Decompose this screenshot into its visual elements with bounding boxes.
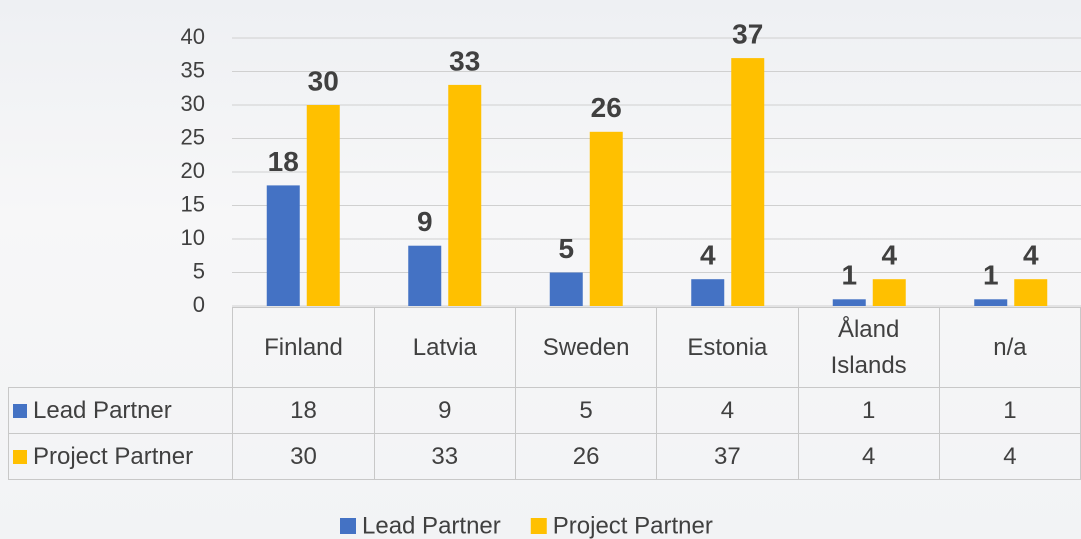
category-label: Åland Islands [798, 308, 939, 388]
y-tick-label: 15 [181, 191, 205, 216]
row-label-text: Project Partner [33, 443, 193, 470]
y-tick-label: 10 [181, 225, 205, 250]
category-label: Latvia [374, 308, 515, 388]
y-tick-label: 30 [181, 91, 205, 116]
table-value: 33 [374, 434, 515, 480]
category-label: Finland [233, 308, 374, 388]
bar [974, 299, 1007, 306]
data-label: 18 [268, 146, 299, 177]
category-label: n/a [939, 308, 1080, 388]
table-value: 1 [939, 388, 1080, 434]
y-tick-label: 5 [193, 258, 205, 283]
y-tick-label: 20 [181, 158, 205, 183]
legend-swatch [531, 518, 547, 534]
table-value: 4 [798, 434, 939, 480]
data-label: 5 [558, 233, 574, 264]
data-label: 1 [841, 260, 857, 291]
bar [307, 105, 340, 306]
chart-area: 051015202530354018954113033263744Lead Pa… [0, 0, 1081, 539]
y-tick-label: 25 [181, 124, 205, 149]
y-tick-label: 40 [181, 24, 205, 49]
row-label: Lead Partner [9, 388, 233, 434]
legend-swatch [340, 518, 356, 534]
data-label: 4 [700, 240, 716, 271]
legend-key [13, 450, 27, 464]
category-label: Estonia [657, 308, 798, 388]
bar [833, 299, 866, 306]
data-label: 37 [732, 18, 763, 49]
bar [691, 279, 724, 306]
bar [408, 246, 441, 306]
table-value: 30 [233, 434, 374, 480]
table-value: 4 [939, 434, 1080, 480]
y-tick-label: 35 [181, 57, 205, 82]
data-label: 9 [417, 206, 433, 237]
category-label: Sweden [515, 308, 656, 388]
data-label: 30 [308, 65, 339, 96]
bar [1014, 279, 1047, 306]
bar [267, 185, 300, 306]
bar [448, 85, 481, 306]
bar [550, 273, 583, 307]
table-corner [9, 308, 233, 388]
data-label: 33 [449, 45, 480, 76]
data-label: 4 [1023, 240, 1039, 271]
table-value: 9 [374, 388, 515, 434]
data-label: 4 [881, 240, 897, 271]
row-label: Project Partner [9, 434, 233, 480]
bar [873, 279, 906, 306]
legend-key [13, 404, 27, 418]
table-value: 37 [657, 434, 798, 480]
legend-label: Project Partner [553, 512, 713, 539]
legend-label: Lead Partner [362, 512, 501, 539]
table-value: 18 [233, 388, 374, 434]
table-value: 26 [515, 434, 656, 480]
table-value: 1 [798, 388, 939, 434]
bar [731, 58, 764, 306]
bar [590, 132, 623, 306]
row-label-text: Lead Partner [33, 397, 172, 424]
data-label: 26 [591, 92, 622, 123]
table-value: 4 [657, 388, 798, 434]
data-label: 1 [983, 260, 999, 291]
table-value: 5 [515, 388, 656, 434]
